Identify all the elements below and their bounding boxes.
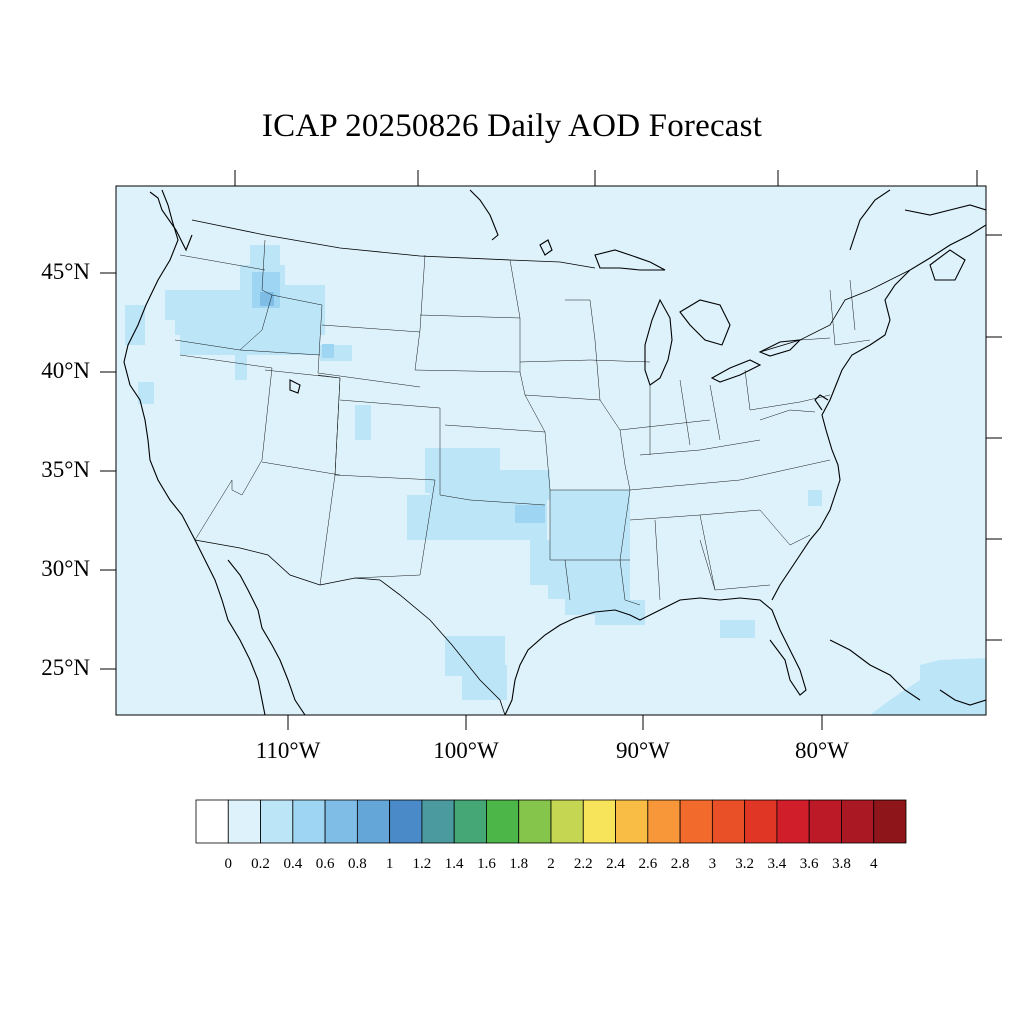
colorbar-tick-label: 0.8 [347, 856, 367, 872]
lon-label-80w: 80°W [795, 738, 849, 763]
lat-label-30n: 30°N [41, 556, 90, 581]
colorbar-tick-label: 0.4 [283, 856, 303, 872]
colorbar-tick-label: 2.6 [638, 856, 658, 872]
map-title: ICAP 20250826 Daily AOD Forecast [261, 108, 763, 144]
colorbar-tick-label: 0 [224, 856, 233, 872]
lat-label-35n: 35°N [41, 457, 90, 482]
colorbar-tick-label: 1 [385, 856, 394, 872]
colorbar-tick-label: 4 [869, 856, 878, 872]
aod-plume-colorado [355, 405, 371, 440]
bottom-ticks [287, 715, 823, 730]
colorbar-tick-label: 3.2 [735, 856, 754, 872]
aod-plume-idaho-peak [260, 292, 274, 306]
lon-label-90w: 90°W [616, 738, 670, 763]
colorbar-tick-label: 2.2 [573, 856, 593, 872]
lon-label-100w: 100°W [433, 738, 499, 763]
colorbar-tick-label: 1.4 [444, 856, 464, 872]
colorbar-tick-label: 1.8 [509, 856, 529, 872]
colorbar-tick-label: 2 [547, 856, 555, 872]
aod-plume-southern-plains [407, 448, 822, 700]
left-ticks [100, 272, 116, 670]
colorbar-tick-label: 0.6 [315, 856, 335, 872]
map-frame [115, 185, 987, 716]
colorbar-tick-label: 3.6 [799, 856, 819, 872]
colorbar-tick-label: 3 [708, 856, 717, 872]
state-borders [174, 239, 871, 606]
lat-label-25n: 25°N [41, 655, 90, 680]
lat-label-40n: 40°N [41, 358, 90, 383]
coastlines [123, 189, 986, 715]
top-ticks [234, 170, 978, 186]
lat-label-45n: 45°N [41, 259, 90, 284]
colorbar-tick-label: 2.8 [670, 856, 690, 872]
right-ticks [986, 234, 1002, 641]
colorbar-tick-label: 0.2 [251, 856, 270, 872]
colorbar-tick-label: 3.4 [767, 856, 787, 872]
aod-plume-oklahoma-core [515, 505, 545, 523]
colorbar-tick-label: 1.6 [477, 856, 496, 872]
colorbar-tick-label: 3.8 [832, 856, 851, 872]
lon-label-110w: 110°W [255, 738, 321, 763]
colorbar-tick-label: 2.4 [606, 856, 625, 872]
colorbar-tick-label: 1.2 [412, 856, 432, 872]
